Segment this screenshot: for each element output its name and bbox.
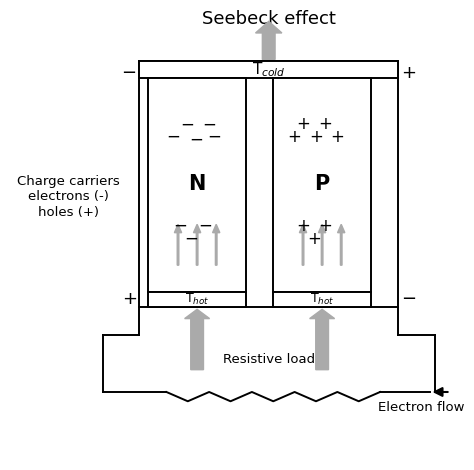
FancyArrow shape bbox=[174, 224, 182, 265]
Text: −: − bbox=[207, 127, 221, 146]
FancyArrow shape bbox=[212, 224, 220, 265]
FancyArrow shape bbox=[193, 224, 201, 265]
Text: electrons (-): electrons (-) bbox=[28, 190, 109, 204]
Bar bbox=[139, 61, 398, 307]
FancyArrow shape bbox=[310, 309, 335, 370]
FancyArrow shape bbox=[255, 21, 282, 59]
Text: −: − bbox=[401, 290, 416, 308]
Text: holes (+): holes (+) bbox=[38, 206, 99, 219]
Text: P: P bbox=[314, 174, 330, 194]
Bar bbox=[148, 78, 246, 292]
Text: −: − bbox=[184, 230, 198, 248]
Text: +: + bbox=[122, 290, 137, 308]
Text: −: − bbox=[173, 217, 187, 235]
Text: −: − bbox=[198, 217, 212, 235]
FancyArrow shape bbox=[184, 309, 210, 370]
Text: +: + bbox=[310, 128, 323, 147]
Text: −: − bbox=[166, 127, 180, 146]
Bar bbox=[139, 61, 398, 78]
Text: +: + bbox=[296, 116, 310, 133]
Text: Seebeck effect: Seebeck effect bbox=[202, 10, 336, 28]
Bar bbox=[273, 292, 371, 307]
Bar bbox=[273, 78, 371, 292]
Text: +: + bbox=[319, 217, 332, 235]
Bar bbox=[148, 292, 246, 307]
Text: T$_{cold}$: T$_{cold}$ bbox=[252, 60, 285, 79]
FancyArrow shape bbox=[319, 224, 326, 265]
Text: T$_{hot}$: T$_{hot}$ bbox=[185, 292, 210, 307]
Text: Electron flow: Electron flow bbox=[378, 401, 464, 414]
FancyArrow shape bbox=[300, 224, 307, 265]
Text: Resistive load: Resistive load bbox=[223, 353, 315, 366]
Text: −: − bbox=[122, 64, 137, 82]
Text: Charge carriers: Charge carriers bbox=[18, 175, 120, 188]
Text: −: − bbox=[203, 116, 217, 133]
Text: +: + bbox=[319, 116, 332, 133]
FancyArrow shape bbox=[337, 224, 345, 265]
Text: −: − bbox=[180, 116, 194, 133]
Text: T$_{hot}$: T$_{hot}$ bbox=[310, 292, 334, 307]
Text: +: + bbox=[296, 217, 310, 235]
Text: +: + bbox=[287, 128, 301, 147]
Text: +: + bbox=[401, 64, 416, 82]
Text: +: + bbox=[330, 128, 344, 147]
Text: +: + bbox=[307, 230, 321, 248]
Text: N: N bbox=[189, 174, 206, 194]
Text: −: − bbox=[189, 131, 203, 149]
